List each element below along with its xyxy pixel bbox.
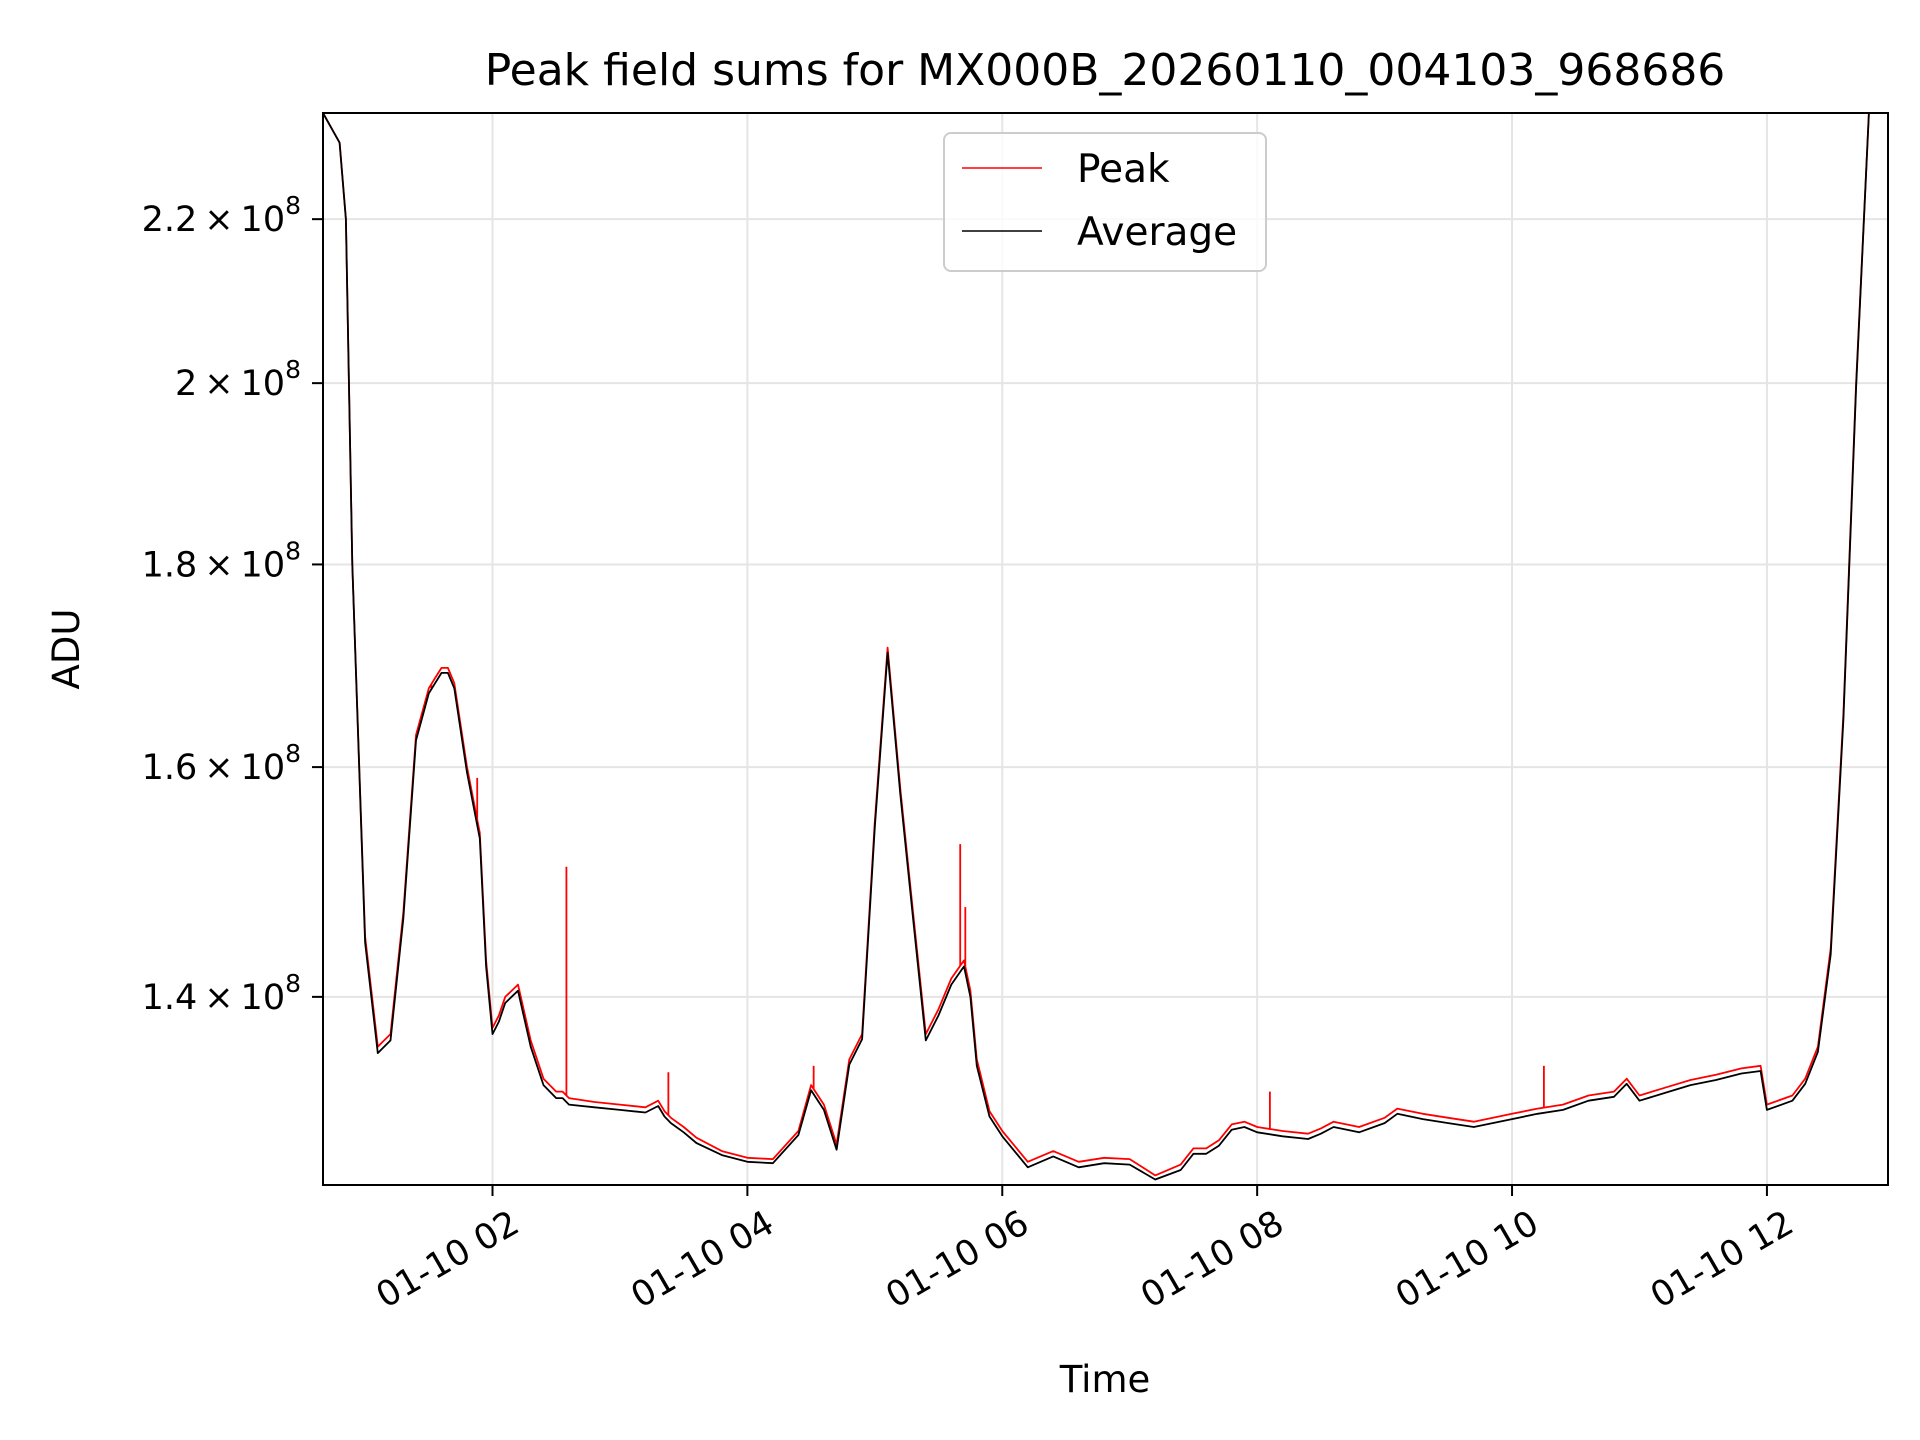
plot-series	[323, 113, 1888, 1181]
plot-frame	[322, 112, 1889, 1186]
legend-peak-label: Peak	[1077, 147, 1170, 192]
y-tick-label: 2.2 × 108	[142, 191, 301, 240]
legend-average-label: Average	[1077, 210, 1237, 255]
y-tick-label: 1.6 × 108	[142, 739, 301, 788]
legend: Peak Average	[943, 132, 1267, 272]
y-tick-label: 2 × 108	[175, 355, 301, 404]
x-axis-label: Time	[1059, 1358, 1151, 1401]
series-average-line	[323, 113, 1888, 1181]
y-tick-label: 1.8 × 108	[142, 536, 301, 585]
y-tick-label: 1.4 × 108	[142, 969, 301, 1018]
chart-title: Peak field sums for MX000B_20260110_0041…	[485, 45, 1726, 96]
y-axis-label: ADU	[45, 609, 88, 690]
